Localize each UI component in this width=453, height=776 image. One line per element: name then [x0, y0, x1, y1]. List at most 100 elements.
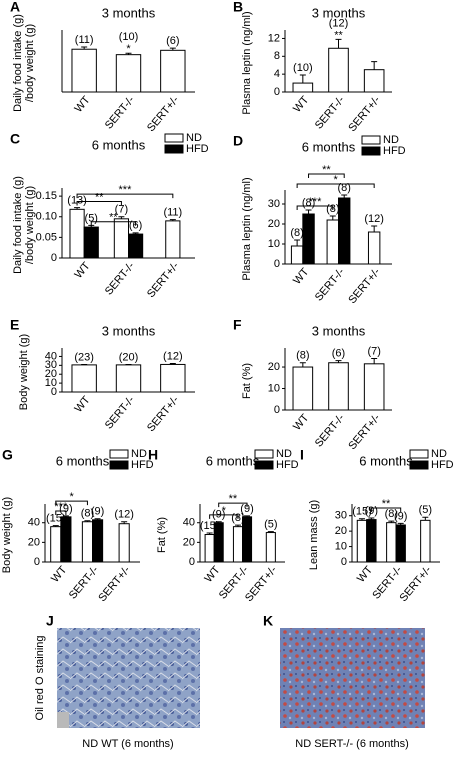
x-tick-label: SERT+/-	[145, 394, 182, 434]
significance-label: **	[322, 164, 331, 176]
chart-title: 6 months	[56, 453, 110, 468]
chart-title: 6 months	[92, 137, 146, 152]
bar	[115, 54, 142, 93]
bar	[232, 526, 244, 563]
bar	[290, 245, 304, 265]
legend-swatch	[361, 135, 381, 145]
bar	[265, 532, 276, 563]
legend-label: ND	[431, 448, 447, 460]
significance-label: **	[109, 212, 118, 224]
y-tick-label: 4	[274, 68, 280, 80]
error-bar	[299, 74, 306, 84]
error-bar	[206, 532, 213, 535]
y-tick-label: 0	[274, 86, 280, 98]
y-tick-label: 0.10	[36, 211, 57, 223]
chart-title: 3 months	[102, 5, 156, 20]
x-tick-label: WT	[291, 94, 311, 115]
y-tick-label: 12	[268, 32, 280, 44]
bar	[213, 522, 224, 563]
y-axis-label: Fat (%)	[241, 363, 253, 399]
legend-label: ND	[276, 448, 292, 460]
micrograph	[57, 628, 200, 728]
y-tick-label: 0	[274, 258, 280, 270]
significance-label: **	[229, 493, 238, 505]
error-bar	[234, 524, 241, 527]
n-label: (11)	[163, 207, 182, 219]
panel-letter: J	[46, 613, 54, 629]
error-bar	[294, 239, 301, 246]
x-tick-label: SERT+/-	[145, 94, 182, 134]
y-axis-label: Daily food intake (g)	[12, 176, 24, 274]
panel-letter: I	[300, 447, 304, 463]
legend-swatch	[254, 449, 274, 459]
bar	[71, 364, 97, 393]
n-label: (8)	[296, 350, 309, 362]
bar	[326, 219, 340, 265]
n-label: (6)	[166, 35, 179, 47]
significance-bracket	[55, 510, 67, 515]
x-tick-label: SERT+/-	[346, 94, 383, 134]
error-bar	[74, 207, 81, 210]
legend-label: HFD	[383, 145, 406, 157]
y-tick-label: 40	[183, 517, 195, 529]
significance-label: *	[69, 491, 74, 503]
panel-letter: B	[233, 0, 243, 15]
bar	[204, 534, 215, 563]
y-tick-label: 0	[189, 556, 195, 568]
n-label: (12)	[114, 509, 134, 521]
significance-label: **	[95, 191, 104, 203]
significance-bracket	[209, 514, 239, 519]
n-label: (7)	[367, 345, 380, 357]
bar	[160, 363, 186, 393]
x-tick-label: WT	[355, 564, 375, 585]
y-tick-label: 30	[335, 510, 347, 522]
legend-label: ND	[131, 448, 147, 460]
bar	[69, 208, 85, 259]
y-axis-label: Body weight (g)	[18, 334, 30, 410]
significance-bracket	[76, 193, 174, 199]
significance-label: ***	[119, 184, 133, 196]
bar	[113, 218, 129, 259]
significance-bracket	[370, 507, 402, 512]
y-tick-label: 20	[45, 368, 57, 380]
y-tick-label: 0	[341, 556, 347, 568]
error-bar	[299, 362, 306, 368]
y-axis-label: Plasma leptin (ng/ml)	[241, 11, 253, 114]
error-bar	[169, 47, 176, 51]
y-tick-label: 10	[45, 377, 57, 389]
bar	[386, 522, 397, 563]
y-tick-label: 20	[335, 525, 347, 537]
y-axis-label: Plasma leptin (ng/ml)	[241, 177, 253, 280]
y-tick-label: 30	[268, 198, 280, 210]
significance-bracket	[296, 205, 334, 210]
significance-star: **	[334, 29, 343, 41]
bar	[81, 521, 94, 563]
panel-letter: H	[148, 447, 158, 463]
chart-title: 3 months	[312, 5, 366, 20]
x-tick-label: WT	[291, 412, 311, 433]
error-bar	[371, 357, 378, 364]
significance-bracket	[76, 200, 122, 206]
legend-swatch	[254, 460, 274, 470]
n-label: (12)	[163, 350, 183, 362]
legend-swatch	[109, 460, 129, 470]
error-bar	[335, 360, 342, 363]
error-bar	[94, 518, 101, 520]
micrograph	[280, 628, 425, 728]
error-bar	[52, 525, 59, 527]
significance-label: ***	[54, 501, 68, 513]
error-bar	[422, 516, 429, 521]
significance-star: *	[126, 43, 131, 55]
significance-bracket	[296, 183, 375, 188]
legend-swatch	[361, 146, 381, 156]
y-tick-label: 0	[51, 386, 57, 398]
significance-bracket	[55, 500, 88, 506]
legend-swatch	[109, 449, 129, 459]
n-label: (6)	[332, 347, 345, 359]
y-tick-label: 20	[268, 361, 280, 373]
y-tick-label: 40	[28, 517, 40, 529]
bar	[128, 233, 144, 259]
x-tick-label: SERT+/-	[346, 266, 383, 306]
n-label: (12)	[329, 17, 349, 29]
panel-letter: K	[263, 613, 273, 629]
